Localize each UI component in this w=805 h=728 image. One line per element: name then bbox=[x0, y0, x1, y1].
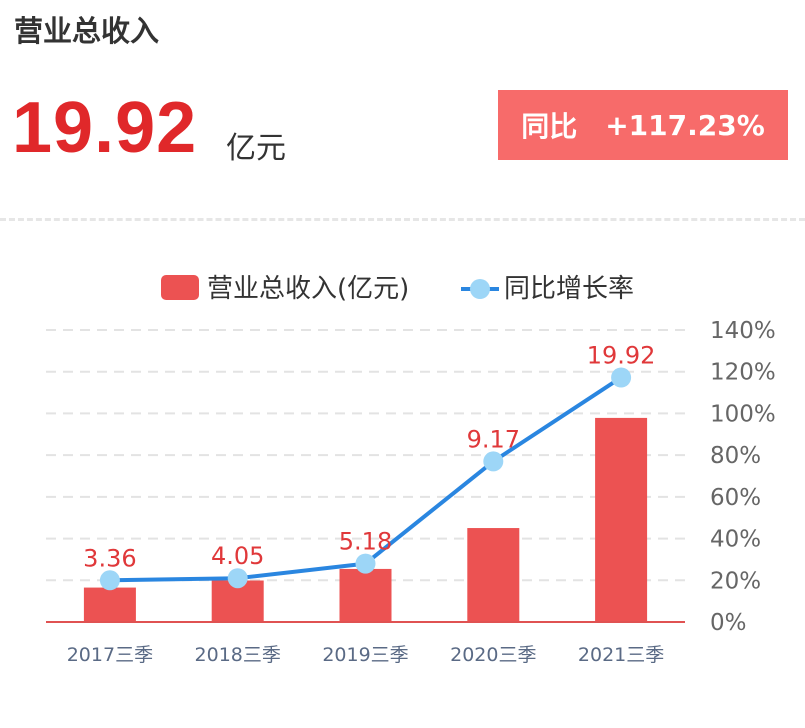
bar bbox=[339, 568, 392, 622]
bar bbox=[83, 587, 136, 622]
yoy-badge: 同比 +117.23% bbox=[498, 90, 788, 160]
growth-rate-point bbox=[483, 451, 504, 472]
growth-rate-point bbox=[355, 553, 376, 574]
yoy-value: +117.23% bbox=[605, 108, 765, 142]
y-tick-label: 0% bbox=[710, 610, 747, 636]
x-tick-label: 2017三季 bbox=[67, 644, 153, 666]
page-title: 营业总收入 bbox=[14, 14, 160, 48]
y-tick-label: 120% bbox=[710, 360, 776, 386]
legend-bar-swatch bbox=[161, 275, 199, 300]
y-tick-label: 80% bbox=[710, 443, 761, 469]
y-tick-label: 100% bbox=[710, 401, 776, 427]
growth-rate-point bbox=[611, 367, 632, 388]
bar-value-label: 9.17 bbox=[467, 425, 520, 453]
legend-line-marker bbox=[470, 279, 490, 299]
y-tick-label: 60% bbox=[710, 485, 761, 511]
y-tick-label: 140% bbox=[710, 318, 776, 344]
revenue-value: 19.92 bbox=[12, 88, 198, 168]
chart-legend: 营业总收入(亿元) 同比增长率 bbox=[161, 274, 634, 304]
bar bbox=[595, 417, 648, 622]
section-divider bbox=[0, 218, 805, 221]
legend-bar-label: 营业总收入(亿元) bbox=[207, 274, 409, 304]
bar-value-label: 3.36 bbox=[83, 544, 136, 572]
x-tick-label: 2018三季 bbox=[195, 644, 281, 666]
bar-value-label: 4.05 bbox=[211, 542, 264, 570]
growth-rate-point bbox=[99, 570, 120, 591]
legend-line-label: 同比增长率 bbox=[504, 274, 634, 304]
y-tick-label: 20% bbox=[710, 568, 761, 594]
x-tick-label: 2020三季 bbox=[450, 644, 536, 666]
x-tick-label: 2021三季 bbox=[578, 644, 664, 666]
bar-value-label: 19.92 bbox=[587, 341, 656, 369]
growth-rate-point bbox=[227, 568, 248, 589]
revenue-unit: 亿元 bbox=[226, 131, 286, 166]
bar bbox=[467, 528, 520, 622]
x-tick-label: 2019三季 bbox=[322, 644, 408, 666]
y-tick-label: 40% bbox=[710, 527, 761, 553]
bar-value-label: 5.18 bbox=[339, 528, 392, 556]
yoy-label: 同比 bbox=[521, 110, 578, 143]
